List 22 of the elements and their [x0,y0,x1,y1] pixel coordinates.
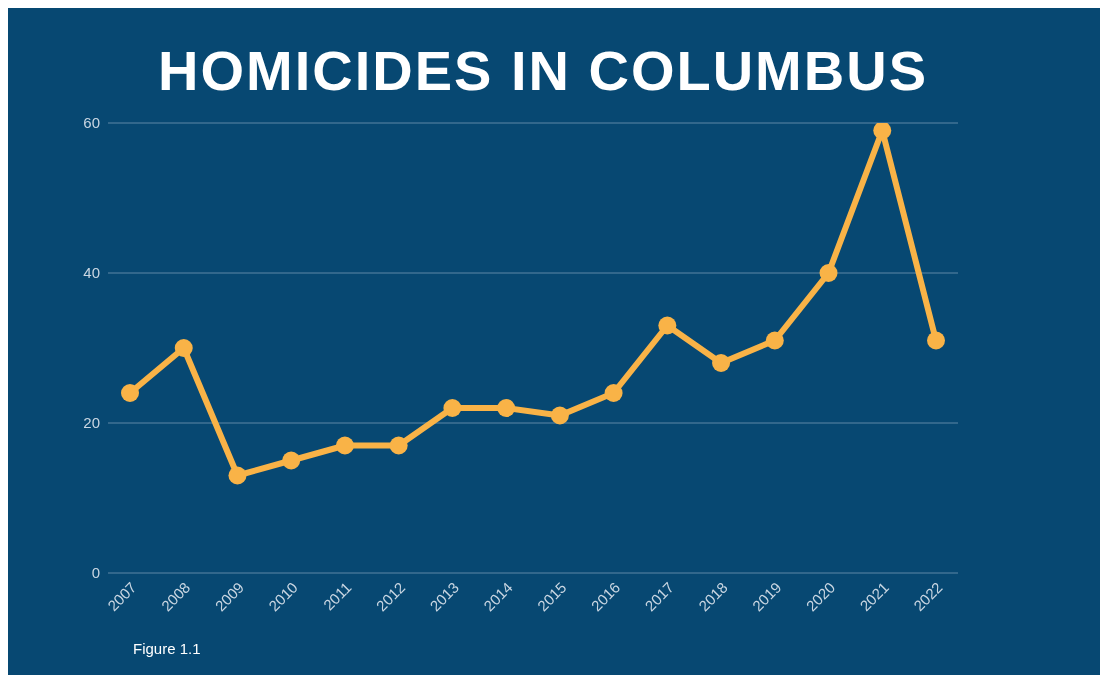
y-tick-label: 20 [83,414,100,432]
y-tick-label: 40 [83,264,100,282]
point [389,436,408,455]
point [712,354,731,372]
y-tick-label: 60 [83,114,100,132]
point [765,331,784,350]
point [228,466,247,485]
point [335,436,354,455]
point [927,331,945,350]
point [604,384,623,402]
point [443,399,462,417]
chart-title: HOMICIDES IN COLUMBUS [157,38,929,103]
y-tick-label: 0 [91,564,100,582]
point [658,316,677,335]
point [282,451,301,470]
point [121,384,139,402]
point [174,339,193,357]
caption: Figure 1.1 [133,640,201,657]
point [497,399,516,417]
point [550,406,569,425]
point [819,264,838,282]
point [873,123,892,140]
